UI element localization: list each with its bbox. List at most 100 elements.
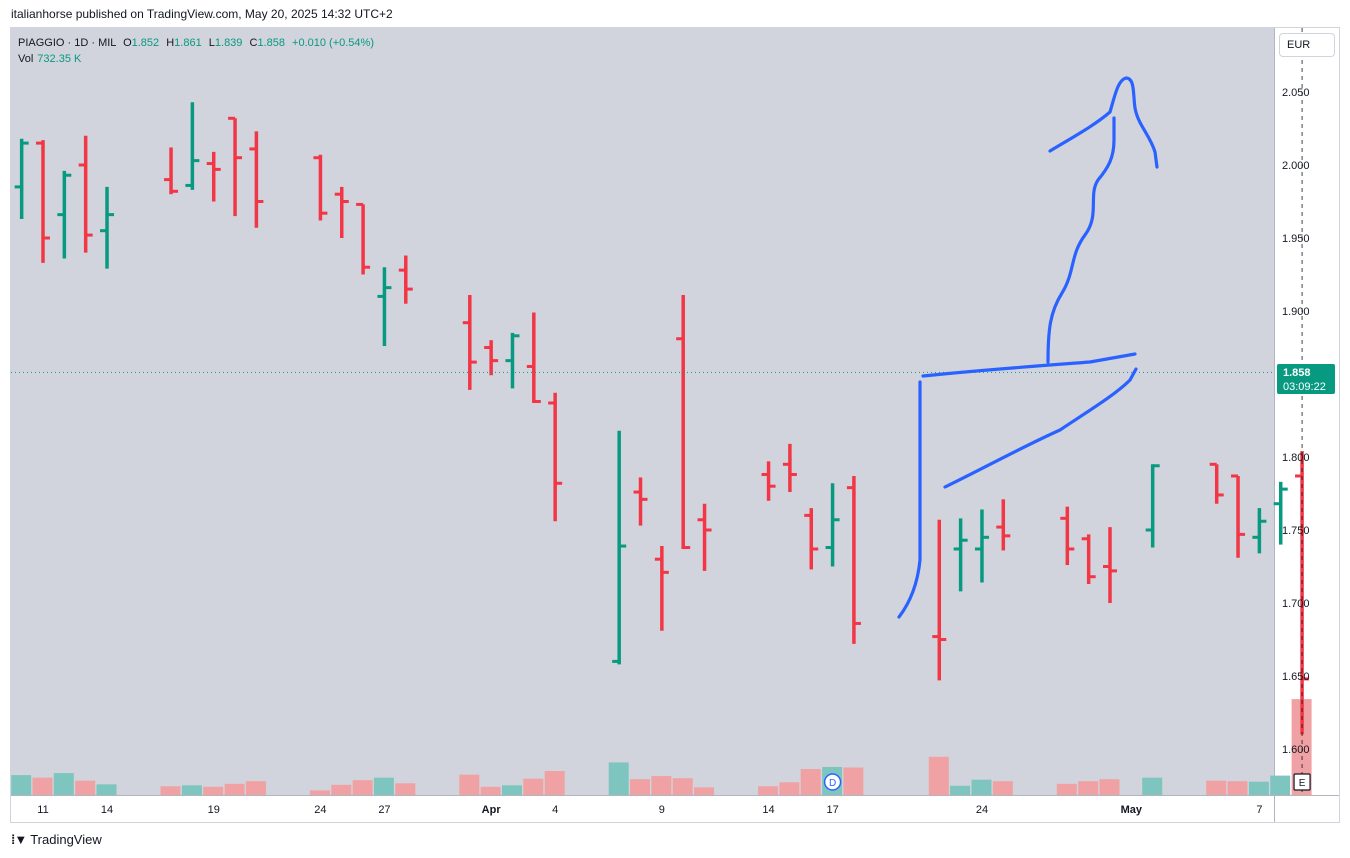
ohlc-bar — [974, 509, 989, 583]
volume-bar — [779, 782, 800, 796]
time-tick-label: May — [1121, 804, 1143, 816]
legend-low-value: 1.839 — [214, 37, 243, 49]
earnings-marker-label: E — [1299, 778, 1306, 789]
ohlc-bar — [804, 508, 819, 570]
volume-bar — [352, 780, 373, 795]
ohlc-bar — [782, 443, 797, 493]
tradingview-logo[interactable]: ⁞▼ TradingView — [11, 832, 102, 847]
time-tick-label: 9 — [659, 804, 665, 816]
price-tick-label: 1.900 — [1282, 306, 1310, 318]
volume-bar — [544, 771, 565, 795]
price-tick-label: 2.050 — [1282, 87, 1310, 99]
ohlc-bar — [633, 477, 648, 526]
volume-bar — [224, 783, 245, 795]
ohlc-bar — [334, 186, 349, 238]
price-tick-label: 1.950 — [1282, 233, 1310, 245]
volume-bar — [630, 779, 650, 795]
volume-bar — [53, 773, 74, 795]
volume-bar — [971, 779, 992, 795]
time-tick-label: Apr — [482, 804, 502, 816]
currency-button[interactable]: EUR — [1279, 33, 1335, 57]
ohlc-bar — [825, 483, 840, 567]
volume-bar — [11, 775, 32, 795]
time-tick-label: 14 — [101, 804, 113, 816]
time-tick-label: 19 — [208, 804, 220, 816]
time-tick-label: 14 — [762, 804, 774, 816]
ohlc-bar — [100, 186, 115, 269]
drawing-arrow-hook[interactable] — [1048, 76, 1159, 169]
hand-drawing[interactable] — [897, 76, 1159, 619]
ohlc-bar — [228, 116, 243, 217]
legend-volume-row: Vol 732.35 K — [18, 51, 374, 67]
ohlc-bar — [505, 332, 520, 389]
volume-bars — [11, 699, 1312, 796]
time-tick-label: 17 — [826, 804, 838, 816]
ohlc-bar — [612, 430, 627, 665]
ohlc-bar — [313, 154, 328, 221]
ohlc-bar — [36, 140, 50, 263]
ohlc-bar — [484, 340, 499, 376]
volume-bar — [203, 786, 224, 795]
drawing-triangle-left-line[interactable] — [897, 380, 922, 619]
price-tick-label: 1.750 — [1282, 525, 1310, 537]
time-axis-ticks: 1114192427Apr49141724May71215202328Jun — [37, 804, 1262, 816]
ohlc-bar — [78, 135, 93, 253]
legend-high-value: 1.861 — [174, 37, 202, 49]
last-price-value: 1.858 — [1283, 367, 1311, 379]
ohlc-bar — [1273, 481, 1288, 545]
volume-bar — [800, 769, 821, 795]
ohlc-bar — [761, 461, 776, 501]
volume-bar — [480, 786, 501, 795]
ohlc-bar — [462, 294, 477, 390]
earnings-marker[interactable]: E — [1293, 773, 1311, 791]
volume-bar — [843, 767, 864, 795]
volume-bar — [694, 787, 714, 796]
price-tick-label: 1.700 — [1282, 598, 1310, 610]
price-tick-label: 1.600 — [1282, 744, 1310, 756]
time-axis — [11, 796, 1339, 822]
volume-bar — [502, 785, 522, 795]
tradingview-brand-text: TradingView — [30, 832, 102, 847]
drawing-triangle-upper-line[interactable] — [921, 352, 1137, 378]
volume-bar — [1056, 783, 1077, 795]
ohlc-bar — [953, 518, 968, 592]
ohlc-bar — [526, 312, 541, 404]
dividend-marker[interactable]: D — [823, 773, 842, 791]
time-tick-label: 27 — [378, 804, 390, 816]
volume-bar — [309, 790, 330, 795]
tradingview-logo-icon: ⁞▼ — [11, 832, 27, 847]
ohlc-bar — [398, 255, 413, 304]
legend-change-value: +0.010 (+0.54%) — [292, 37, 374, 49]
ohlc-bar — [1209, 462, 1224, 504]
volume-bar — [160, 786, 181, 795]
volume-bar — [1099, 779, 1120, 795]
volume-bar — [32, 777, 53, 795]
ohlc-bars — [14, 102, 1310, 735]
price-axis-ticks: 1.6001.6501.7001.7501.8001.8501.9001.950… — [1282, 87, 1310, 756]
ohlc-bar — [676, 294, 691, 550]
volume-bar — [373, 777, 394, 795]
legend-close-label: C — [249, 37, 258, 49]
volume-bar — [331, 784, 352, 795]
volume-bar — [523, 778, 544, 795]
ohlc-bar — [356, 202, 371, 275]
ohlc-bar — [1060, 506, 1075, 566]
bar-countdown: 03:09:22 — [1283, 381, 1326, 393]
volume-bar — [672, 778, 693, 795]
ohlc-bar — [1081, 534, 1096, 585]
drawing-upward-arrow[interactable] — [1046, 116, 1116, 364]
legend-open-label: O — [123, 37, 132, 49]
volume-bar — [1291, 699, 1312, 795]
price-tick-label: 2.000 — [1282, 160, 1310, 172]
legend-high-label: H — [166, 37, 175, 49]
publisher-caption: italianhorse published on TradingView.co… — [11, 7, 393, 21]
legend-volume-value: 732.35 K — [37, 53, 82, 65]
ohlc-bar — [1103, 527, 1117, 603]
volume-bar — [1270, 775, 1291, 795]
price-axis — [1275, 28, 1339, 795]
drawing-triangle-lower-line[interactable] — [943, 367, 1138, 489]
legend-volume-label: Vol — [18, 53, 34, 65]
ohlc-bar — [654, 546, 669, 631]
